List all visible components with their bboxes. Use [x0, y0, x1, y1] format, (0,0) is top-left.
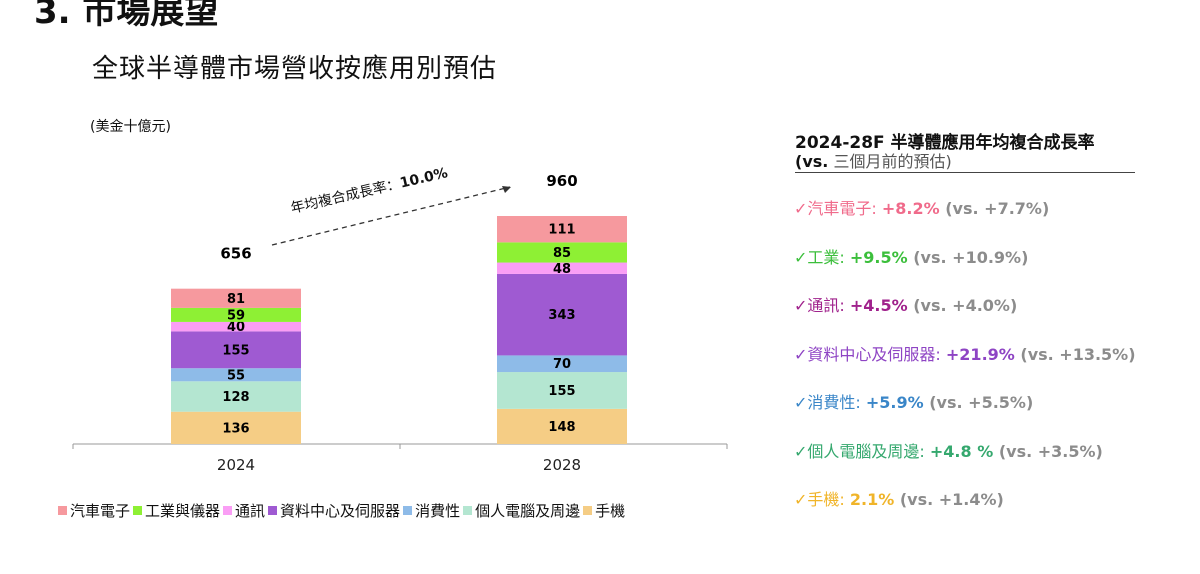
growth-item-rate: +8.2% [881, 199, 940, 218]
chart-subtitle: 全球半導體市場營收按應用別預估 [92, 54, 498, 84]
bar-segment-2028-6 [497, 216, 627, 243]
growth-item-5: ✓個人電腦及周邊: +4.8 % (vs. +3.5%) [794, 438, 1103, 462]
bar-segment-2024-1 [171, 381, 301, 412]
chart-legend: 汽車電子 工業與儀器 通訊 資料中心及伺服器 消費性 個人電腦及周邊 手機 [58, 500, 628, 521]
data-label-2028-6: 111 [548, 223, 575, 238]
data-label-2024-0: 136 [222, 421, 249, 436]
legend-item-4: 消費性 [403, 500, 460, 521]
bar-segment-2028-1 [497, 372, 627, 409]
growth-item-2: ✓通訊: +4.5% (vs. +4.0%) [794, 292, 1017, 316]
growth-item-previous: (vs. +3.5%) [993, 442, 1103, 461]
legend-swatch [268, 506, 278, 515]
growth-panel-title: 2024-28F 半導體應用年均複合成長率 [795, 133, 1095, 153]
data-label-2028-5: 85 [553, 246, 571, 261]
legend-label: 通訊 [235, 502, 266, 520]
growth-panel-subtitle-vs: (vs. [795, 152, 829, 171]
legend-label: 工業與儀器 [145, 502, 221, 520]
growth-item-previous: (vs. +1.4%) [894, 490, 1004, 509]
bar-segment-2028-2 [497, 355, 627, 373]
growth-item-rate: +4.8 % [929, 442, 994, 461]
growth-item-label: ✓手機: [794, 490, 850, 509]
bar-segment-2024-4 [171, 321, 301, 332]
growth-item-label: ✓個人電腦及周邊: [794, 442, 930, 461]
growth-item-rate: 2.1% [849, 490, 895, 509]
growth-panel-subtitle: (vs. 三個月前的預估) [795, 148, 952, 172]
growth-item-1: ✓工業: +9.5% (vs. +10.9%) [794, 244, 1028, 268]
data-label-2024-1: 128 [222, 390, 249, 405]
growth-panel-divider [795, 172, 1135, 173]
growth-item-rate: +21.9% [945, 345, 1015, 364]
total-label-2028: 960 [546, 172, 577, 190]
bar-segment-2024-0 [171, 411, 301, 444]
legend-swatch [223, 506, 233, 515]
bar-segment-2024-5 [171, 307, 301, 322]
growth-item-label: ✓通訊: [794, 296, 850, 315]
growth-item-label: ✓汽車電子: [794, 199, 882, 218]
data-label-2024-3: 155 [222, 343, 249, 358]
legend-label: 消費性 [415, 502, 461, 520]
data-label-2024-2: 55 [227, 368, 245, 383]
total-label-2024: 656 [220, 245, 251, 263]
legend-label: 資料中心及伺服器 [280, 502, 401, 520]
x-tick-label-2028: 2028 [543, 456, 581, 474]
bar-segment-2028-3 [497, 273, 627, 356]
data-label-2028-1: 155 [548, 384, 575, 399]
bar-segment-2024-3 [171, 331, 301, 369]
growth-item-rate: +9.5% [849, 248, 908, 267]
bar-segment-2024-6 [171, 288, 301, 308]
growth-item-label: ✓工業: [794, 248, 850, 267]
growth-item-previous: (vs. +10.9%) [907, 248, 1029, 267]
growth-item-4: ✓消費性: +5.9% (vs. +5.5%) [794, 389, 1033, 413]
data-label-2024-6: 81 [227, 292, 245, 307]
legend-item-1: 工業與儀器 [133, 500, 220, 521]
growth-item-0: ✓汽車電子: +8.2% (vs. +7.7%) [794, 195, 1049, 219]
growth-panel-subtitle-rest: 三個月前的預估) [833, 152, 952, 171]
legend-swatch [463, 506, 473, 515]
data-label-2028-0: 148 [548, 420, 575, 435]
data-label-2028-3: 343 [548, 308, 575, 323]
legend-label: 個人電腦及周邊 [475, 502, 581, 520]
legend-item-3: 資料中心及伺服器 [268, 500, 400, 521]
data-label-2024-4: 40 [227, 320, 245, 335]
bar-segment-2028-5 [497, 242, 627, 263]
legend-swatch [58, 506, 67, 515]
section-heading: 3. 市場展望 [34, 0, 219, 32]
legend-item-2: 通訊 [223, 500, 265, 521]
growth-item-rate: +5.9% [865, 393, 924, 412]
cagr-arrow-head [502, 186, 511, 193]
growth-item-rate: +4.5% [849, 296, 908, 315]
cagr-annotation: 年均複合成長率：10.0% [289, 164, 449, 217]
data-label-2028-4: 48 [553, 262, 571, 277]
unit-label: (美金十億元) [90, 119, 171, 135]
growth-item-3: ✓資料中心及伺服器: +21.9% (vs. +13.5%) [794, 341, 1136, 365]
growth-item-label: ✓消費性: [794, 393, 866, 412]
legend-item-5: 個人電腦及周邊 [463, 500, 580, 521]
legend-swatch [133, 506, 143, 515]
bar-segment-2028-4 [497, 262, 627, 274]
legend-item-0: 汽車電子 [58, 500, 130, 521]
data-label-2024-5: 59 [227, 308, 245, 323]
legend-label: 手機 [595, 502, 626, 520]
legend-swatch [403, 506, 413, 515]
growth-item-6: ✓手機: 2.1% (vs. +1.4%) [794, 486, 1004, 510]
growth-item-label: ✓資料中心及伺服器: [794, 345, 946, 364]
data-label-2028-2: 70 [553, 357, 571, 372]
bar-segment-2024-2 [171, 368, 301, 382]
legend-item-6: 手機 [583, 500, 625, 521]
growth-item-previous: (vs. +4.0%) [907, 296, 1018, 315]
growth-item-previous: (vs. +13.5%) [1014, 345, 1136, 364]
cagr-arrow-line [271, 186, 511, 246]
growth-item-previous: (vs. +7.7%) [939, 199, 1050, 218]
x-tick-label-2024: 2024 [217, 456, 255, 474]
growth-item-previous: (vs. +5.5%) [923, 393, 1034, 412]
legend-label: 汽車電子 [70, 502, 131, 520]
cagr-annotation-value: 10.0% [398, 165, 449, 192]
cagr-annotation-label: 年均複合成長率： [289, 175, 402, 217]
legend-swatch [583, 506, 593, 515]
bar-segment-2028-0 [497, 408, 627, 444]
